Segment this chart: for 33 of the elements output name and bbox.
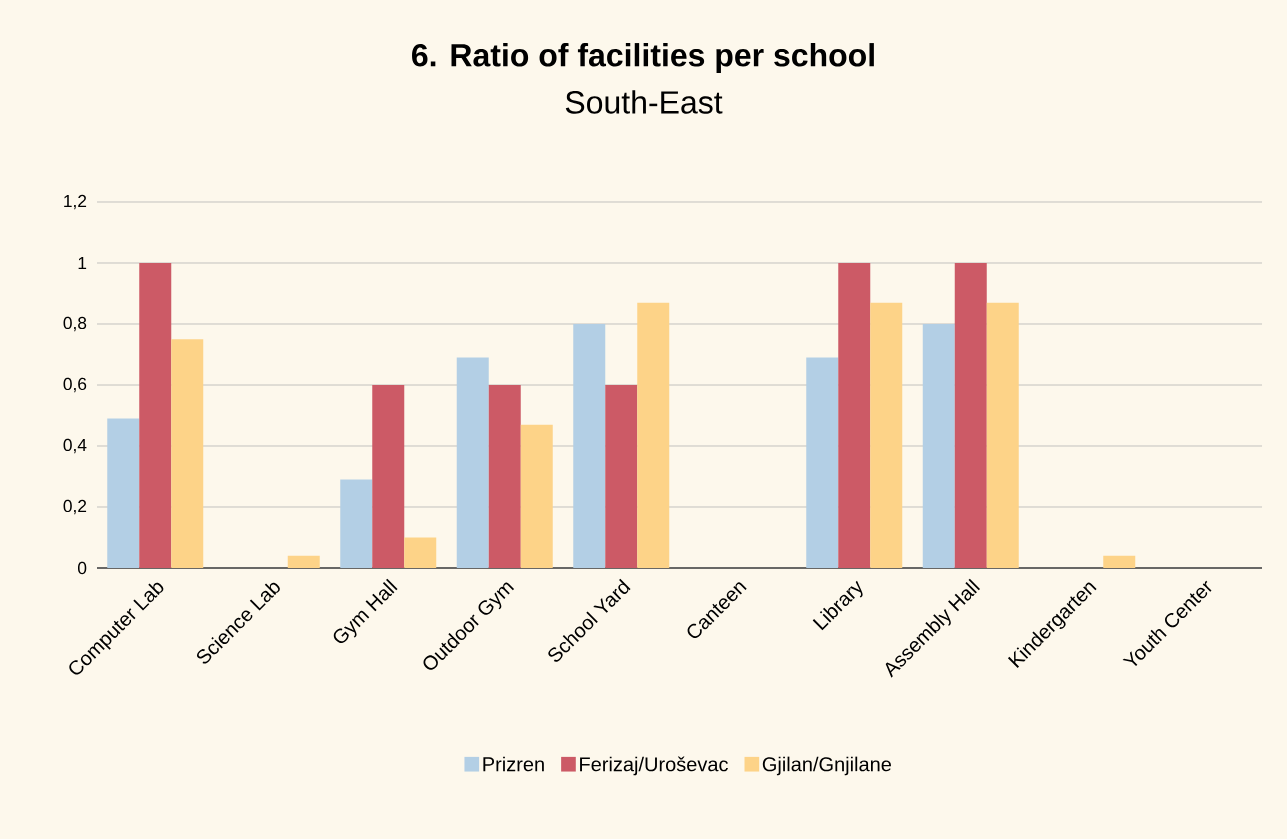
bar <box>340 479 373 568</box>
y-tick-label: 0,4 <box>63 438 87 454</box>
y-tick-label: 0,6 <box>63 377 87 393</box>
bar <box>1103 555 1136 568</box>
bar <box>139 263 172 568</box>
bar <box>954 263 987 568</box>
bar <box>637 302 670 568</box>
chart-title: 6. Ratio of facilities per school <box>412 43 874 73</box>
bar <box>870 302 903 568</box>
bar <box>520 424 553 568</box>
bar <box>806 357 839 568</box>
bar <box>573 324 606 568</box>
y-tick-label: 0,2 <box>63 499 87 515</box>
y-tick-label: 1 <box>78 257 87 269</box>
legend-label: Gjilan/Gnjilane <box>762 756 891 776</box>
bar <box>922 324 955 568</box>
legend-label: Ferizaj/Uroševac <box>580 756 728 776</box>
y-tick-label: 0 <box>77 561 87 575</box>
bar <box>986 302 1019 568</box>
y-tick-label: 1,2 <box>64 194 87 210</box>
bar <box>372 385 405 568</box>
bar <box>838 263 871 568</box>
legend-label: Prizren <box>483 756 544 772</box>
x-tick-label: Gym Hall <box>333 578 398 644</box>
bar <box>456 357 489 568</box>
chart-subtitle: South-East <box>565 90 723 114</box>
bar <box>287 555 320 568</box>
bar <box>404 537 437 568</box>
bar <box>488 385 521 568</box>
bar <box>171 339 204 568</box>
y-tick-label: 0,8 <box>63 316 87 332</box>
bar <box>605 385 638 568</box>
bar <box>107 418 140 568</box>
